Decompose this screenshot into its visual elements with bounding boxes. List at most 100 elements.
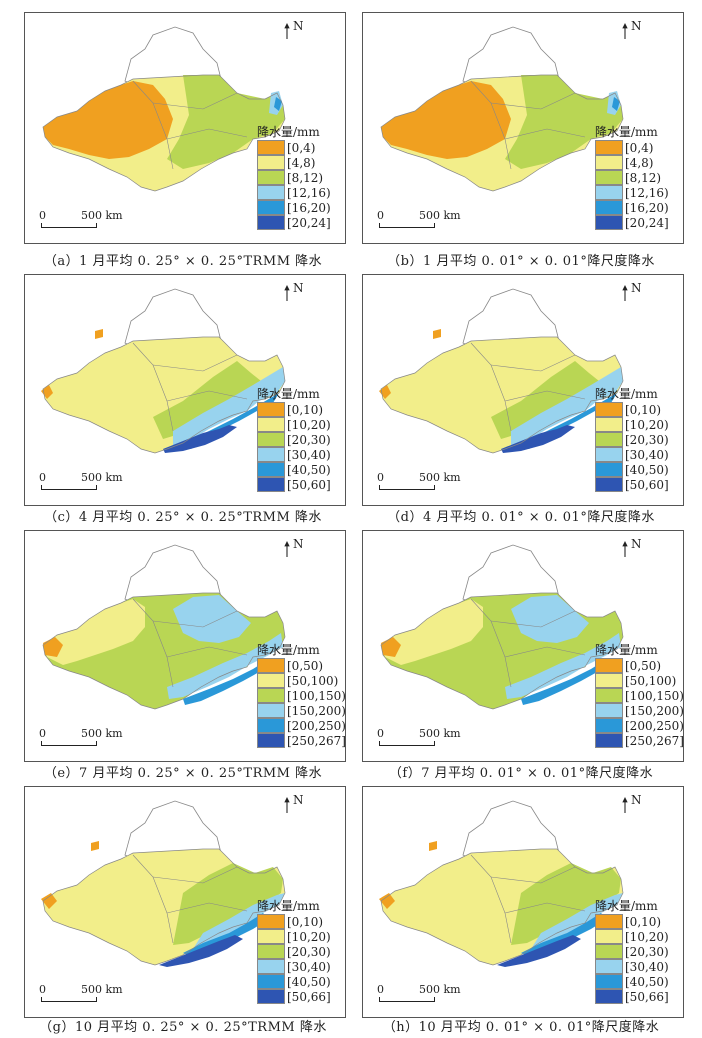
legend-label: [4,8) (287, 155, 316, 170)
caption-d: （d）4 月平均 0. 01° × 0. 01°降尺度降水 (387, 510, 655, 525)
legend-swatch (257, 914, 285, 929)
legend-label: [0,50) (625, 658, 662, 673)
caption-e: （e）7 月平均 0. 25° × 0. 25°TRMM 降水 (43, 766, 323, 781)
legend-swatch (257, 959, 285, 974)
precip-zone-4 (497, 935, 581, 967)
legend-item: [4,8) (595, 155, 669, 170)
legend-item: [0,10) (595, 402, 669, 417)
legend-label: [0,4) (625, 140, 654, 155)
province-boundary-0 (132, 80, 174, 170)
north-label: N (293, 281, 304, 295)
precip-zone-1 (511, 863, 621, 945)
legend-label: [10,20) (287, 929, 331, 944)
precip-zone-4 (521, 659, 607, 705)
legend-swatch (257, 215, 285, 230)
legend-item: [12,16) (595, 185, 669, 200)
precip-zone-1 (153, 361, 261, 439)
precip-zone-6 (91, 841, 99, 851)
precip-zone-4 (612, 97, 620, 111)
north-label: N (293, 793, 304, 807)
legend: 降水量/mm [0,4) [4,8) [8,12) [12,16) [16,20) [20,… (257, 125, 331, 230)
panel-f: N 降水量/mm [0,50) [50,100) [100,150) [150,200)[… (362, 530, 684, 762)
panel-g: N 降水量/mm [0,10) [10,20) [20,30) [30,40) [40,50… (24, 786, 346, 1018)
region-outline (42, 592, 286, 710)
legend-swatch (257, 155, 285, 170)
precip-zone-1 (381, 599, 483, 665)
legend-item: [20,24] (595, 215, 669, 230)
legend-item: [30,40) (595, 447, 669, 462)
legend-item: [40,50) (595, 974, 669, 989)
legend: 降水量/mm [0,10) [10,20) [20,30) [30,40) [40,50)… (257, 387, 331, 492)
legend-swatch (257, 673, 285, 688)
legend-swatch (595, 140, 623, 155)
precip-zone-2 (511, 367, 623, 445)
legend-label: [20,30) (287, 432, 331, 447)
scale-line (379, 223, 435, 228)
north-arrow-icon (622, 541, 628, 557)
scale-zero: 0 (377, 471, 384, 484)
province-boundary-1 (490, 610, 576, 628)
legend-item: [50,100) (257, 673, 346, 688)
legend-item: [0,50) (595, 658, 684, 673)
legend-swatch (595, 688, 623, 703)
legend-label: [0,10) (287, 914, 324, 929)
province-boundary-0 (132, 598, 174, 688)
legend-label: [40,50) (287, 974, 331, 989)
legend-label: [20,24] (625, 215, 669, 230)
legend-label: [150,200) (287, 703, 346, 718)
scale-line (41, 997, 97, 1002)
legend-swatch (595, 402, 623, 417)
panel-d: N 降水量/mm [0,10) [10,20) [20,30) [30,40) [40,50… (362, 274, 684, 506)
legend-swatch (595, 718, 623, 733)
scale-distance: 500 km (419, 983, 461, 996)
province-boundary-0 (470, 854, 512, 944)
precip-zone-1 (505, 75, 623, 169)
legend-swatch (595, 733, 623, 748)
legend-item: [0,10) (595, 914, 669, 929)
legend-label: [40,50) (287, 462, 331, 477)
legend-item: [20,30) (257, 432, 331, 447)
legend-label: [10,20) (287, 417, 331, 432)
precip-zone-2 (43, 81, 173, 159)
legend-label: [0,4) (287, 140, 316, 155)
region-outline (42, 848, 286, 966)
precip-zone-1 (173, 863, 283, 945)
legend-label: [16,20) (287, 200, 331, 215)
panel-e: N 降水量/mm [0,50) [50,100) [100,150) [150,200)[… (24, 530, 346, 762)
scale-zero: 0 (39, 471, 46, 484)
scale-zero: 0 (39, 727, 46, 740)
legend-label: [16,20) (625, 200, 669, 215)
legend-item: [20,30) (595, 944, 669, 959)
legend-item: [20,30) (257, 944, 331, 959)
legend-swatch (257, 688, 285, 703)
legend-swatch (595, 200, 623, 215)
legend-title: 降水量/mm (595, 899, 658, 913)
legend-item: [30,40) (595, 959, 669, 974)
province-boundary-0 (132, 854, 174, 944)
precip-zone-4 (183, 659, 269, 705)
precip-zone-2 (173, 367, 285, 445)
precip-map-h (379, 800, 624, 967)
precip-zone-4 (274, 97, 282, 111)
legend-swatch (595, 462, 623, 477)
legend-label: [200,250) (625, 718, 684, 733)
legend-label: [50,66] (625, 989, 669, 1004)
legend-swatch (257, 477, 285, 492)
legend-item: [0,10) (257, 914, 331, 929)
legend-swatch (595, 989, 623, 1004)
north-label: N (631, 537, 642, 551)
legend-label: [10,20) (625, 417, 669, 432)
legend-swatch (595, 703, 623, 718)
province-boundary-1 (490, 866, 576, 884)
scale-distance: 500 km (81, 727, 123, 740)
legend-swatch (257, 462, 285, 477)
legend-label: [100,150) (625, 688, 684, 703)
precip-zone-4 (501, 425, 575, 453)
region-outline (42, 74, 286, 192)
legend-item: [30,40) (257, 959, 331, 974)
precip-zone-5 (379, 893, 395, 909)
legend-swatch (595, 477, 623, 492)
province-boundary-1 (490, 92, 576, 110)
north-arrow-icon (284, 797, 290, 813)
legend-label: [30,40) (287, 959, 331, 974)
